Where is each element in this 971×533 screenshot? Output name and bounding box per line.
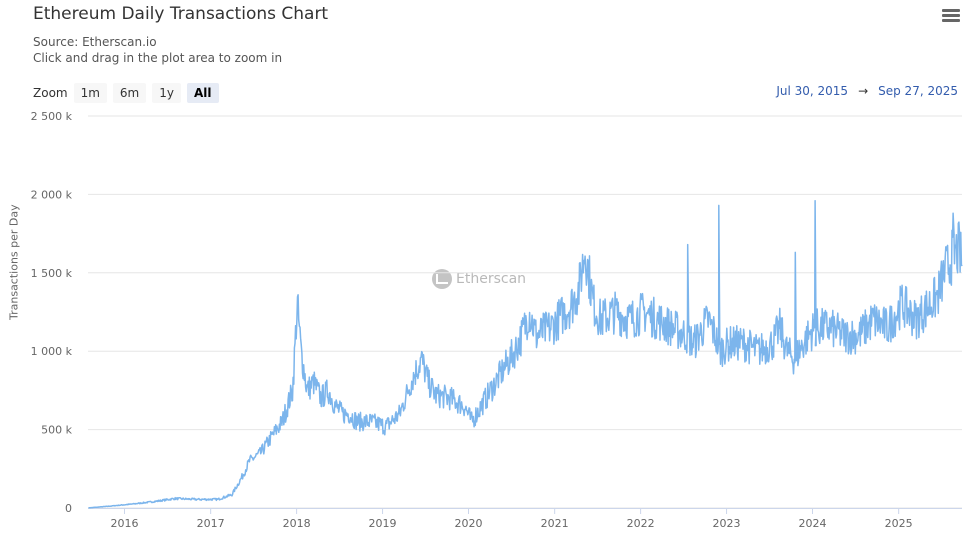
x-tick-label: 2018: [283, 517, 311, 530]
date-range: Jul 30, 2015 → Sep 27, 2025: [776, 84, 958, 98]
zoom-1y-button[interactable]: 1y: [152, 83, 181, 103]
x-tick-label: 2023: [713, 517, 741, 530]
x-tick-label: 2025: [885, 517, 913, 530]
chart-source: Source: Etherscan.io: [33, 35, 157, 49]
zoom-label: Zoom: [33, 86, 68, 100]
x-tick-label: 2022: [627, 517, 655, 530]
zoom-controls: Zoom 1m 6m 1y All: [33, 82, 225, 104]
hamburger-menu-icon[interactable]: [942, 9, 960, 23]
zoom-6m-button[interactable]: 6m: [112, 83, 147, 103]
x-tick-label: 2020: [454, 517, 482, 530]
range-arrow: →: [858, 84, 869, 98]
chart-hint: Click and drag in the plot area to zoom …: [33, 51, 283, 65]
range-to-input[interactable]: Sep 27, 2025: [878, 84, 958, 98]
y-tick-label: 500 k: [41, 424, 72, 437]
x-tick-label: 2024: [798, 517, 826, 530]
y-tick-label: 2 500 k: [31, 110, 73, 123]
x-tick-label: 2021: [541, 517, 569, 530]
etherscan-logo-icon: [432, 269, 452, 289]
zoom-all-button[interactable]: All: [187, 83, 219, 103]
x-tick-label: 2019: [369, 517, 397, 530]
x-tick-label: 2016: [110, 517, 138, 530]
range-from-input[interactable]: Jul 30, 2015: [776, 84, 849, 98]
transactions-series-line: [88, 199, 963, 509]
y-tick-label: 2 000 k: [31, 188, 73, 201]
etherscan-watermark: Etherscan: [432, 269, 526, 289]
chart-title: Ethereum Daily Transactions Chart: [33, 4, 329, 24]
x-tick-label: 2017: [197, 517, 225, 530]
watermark-text: Etherscan: [456, 271, 527, 287]
y-tick-label: 1 000 k: [31, 345, 73, 358]
zoom-1m-button[interactable]: 1m: [73, 83, 107, 103]
y-tick-label: 1 500 k: [31, 267, 73, 280]
y-tick-label: 0: [65, 502, 72, 515]
